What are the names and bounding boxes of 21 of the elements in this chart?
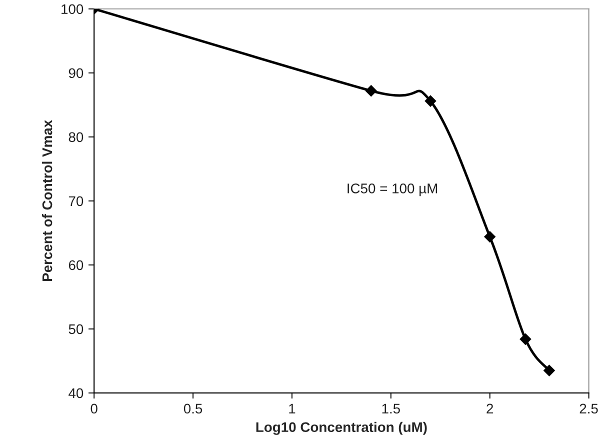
point xyxy=(544,364,555,376)
x-tick-label: 1.5 xyxy=(382,404,400,414)
y-tick-label: 40 xyxy=(68,388,84,398)
y-tick-label: 90 xyxy=(68,68,84,78)
x-tick-label: 0 xyxy=(90,404,98,414)
x-tick-label: 2.5 xyxy=(580,404,598,414)
point xyxy=(366,85,377,96)
y-tick-label: 100 xyxy=(62,4,84,14)
y-axis-title: Percent of Control Vmax xyxy=(42,120,52,282)
y-tick-label: 70 xyxy=(68,196,84,206)
point xyxy=(424,95,436,107)
y-tick-label: 50 xyxy=(68,324,84,334)
x-axis-title: Log10 Concentration (uM) xyxy=(256,422,427,435)
x-tick-label: 0.5 xyxy=(184,404,202,414)
point xyxy=(484,231,496,242)
annotation: IC50 = 100 µM xyxy=(348,184,438,196)
point xyxy=(520,334,532,345)
y-tick-label: 80 xyxy=(68,132,84,142)
y-tick-label: 60 xyxy=(68,260,84,270)
x-tick-label: 1 xyxy=(289,404,296,414)
x-tick-label: 2 xyxy=(486,404,494,414)
